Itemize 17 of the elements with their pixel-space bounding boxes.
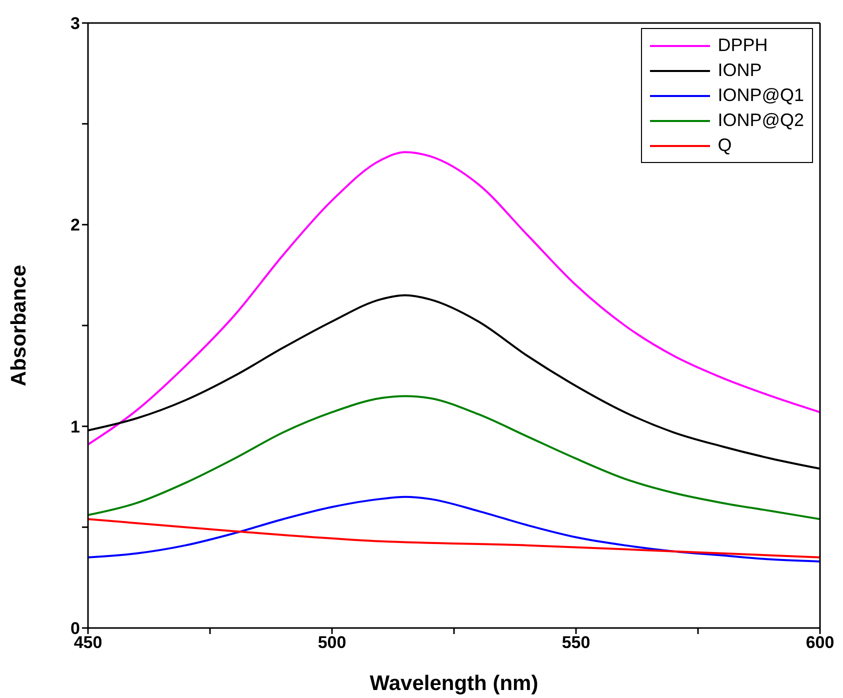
line-series [88,518,820,558]
y-tick-label: 3 [70,14,80,34]
x-tick-label: 550 [562,633,590,652]
x-tick-label: 450 [74,633,102,652]
x-tick-label: 500 [318,633,346,652]
x-axis-title: Wavelength (nm) [370,672,538,695]
line-series [88,496,820,562]
legend-label: IONP@Q2 [718,110,804,131]
line-series [88,395,820,520]
y-tick-label: 1 [70,417,80,436]
y-tick-label: 2 [70,216,80,235]
legend-label: IONP [718,60,762,81]
y-axis-title: Absorbance [7,264,30,386]
legend-label: DPPH [718,35,768,56]
legend-label: IONP@Q1 [718,85,804,106]
legend-label: Q [718,135,732,156]
x-tick-label: 600 [806,633,834,652]
